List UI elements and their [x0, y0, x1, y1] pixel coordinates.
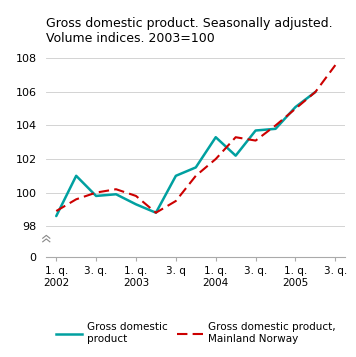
- Gross domestic product,
Mainland Norway: [234, 135, 238, 139]
- Gross domestic
product: [174, 174, 178, 178]
- Gross domestic
product: [194, 165, 198, 170]
- Gross domestic product,
Mainland Norway: [333, 63, 337, 67]
- Gross domestic product,
Mainland Norway: [134, 194, 138, 198]
- Gross domestic
product: [253, 129, 258, 133]
- Gross domestic
product: [94, 194, 98, 198]
- Gross domestic
product: [313, 90, 318, 94]
- Gross domestic
product: [74, 174, 78, 178]
- Line: Gross domestic product,
Mainland Norway: Gross domestic product, Mainland Norway: [56, 65, 335, 213]
- Gross domestic
product: [54, 214, 58, 218]
- Gross domestic product,
Mainland Norway: [253, 139, 258, 143]
- Text: Gross domestic product. Seasonally adjusted.
Volume indices. 2003=100: Gross domestic product. Seasonally adjus…: [46, 17, 333, 45]
- Gross domestic
product: [114, 192, 118, 196]
- Gross domestic
product: [293, 105, 298, 109]
- Gross domestic
product: [154, 211, 158, 215]
- Gross domestic product,
Mainland Norway: [293, 106, 298, 111]
- Gross domestic
product: [214, 135, 218, 139]
- Gross domestic product,
Mainland Norway: [54, 209, 58, 213]
- Gross domestic product,
Mainland Norway: [273, 123, 278, 127]
- Gross domestic product,
Mainland Norway: [174, 199, 178, 203]
- Gross domestic
product: [234, 154, 238, 158]
- Gross domestic product,
Mainland Norway: [313, 90, 318, 94]
- Gross domestic
product: [134, 202, 138, 206]
- Line: Gross domestic
product: Gross domestic product: [56, 92, 315, 216]
- Gross domestic product,
Mainland Norway: [94, 190, 98, 195]
- Gross domestic
product: [273, 127, 278, 131]
- Gross domestic product,
Mainland Norway: [194, 174, 198, 178]
- Gross domestic product,
Mainland Norway: [154, 211, 158, 215]
- Legend: Gross domestic
product, Gross domestic product,
Mainland Norway: Gross domestic product, Gross domestic p…: [52, 318, 340, 348]
- Gross domestic product,
Mainland Norway: [74, 197, 78, 201]
- Gross domestic product,
Mainland Norway: [114, 187, 118, 191]
- Gross domestic product,
Mainland Norway: [214, 157, 218, 161]
